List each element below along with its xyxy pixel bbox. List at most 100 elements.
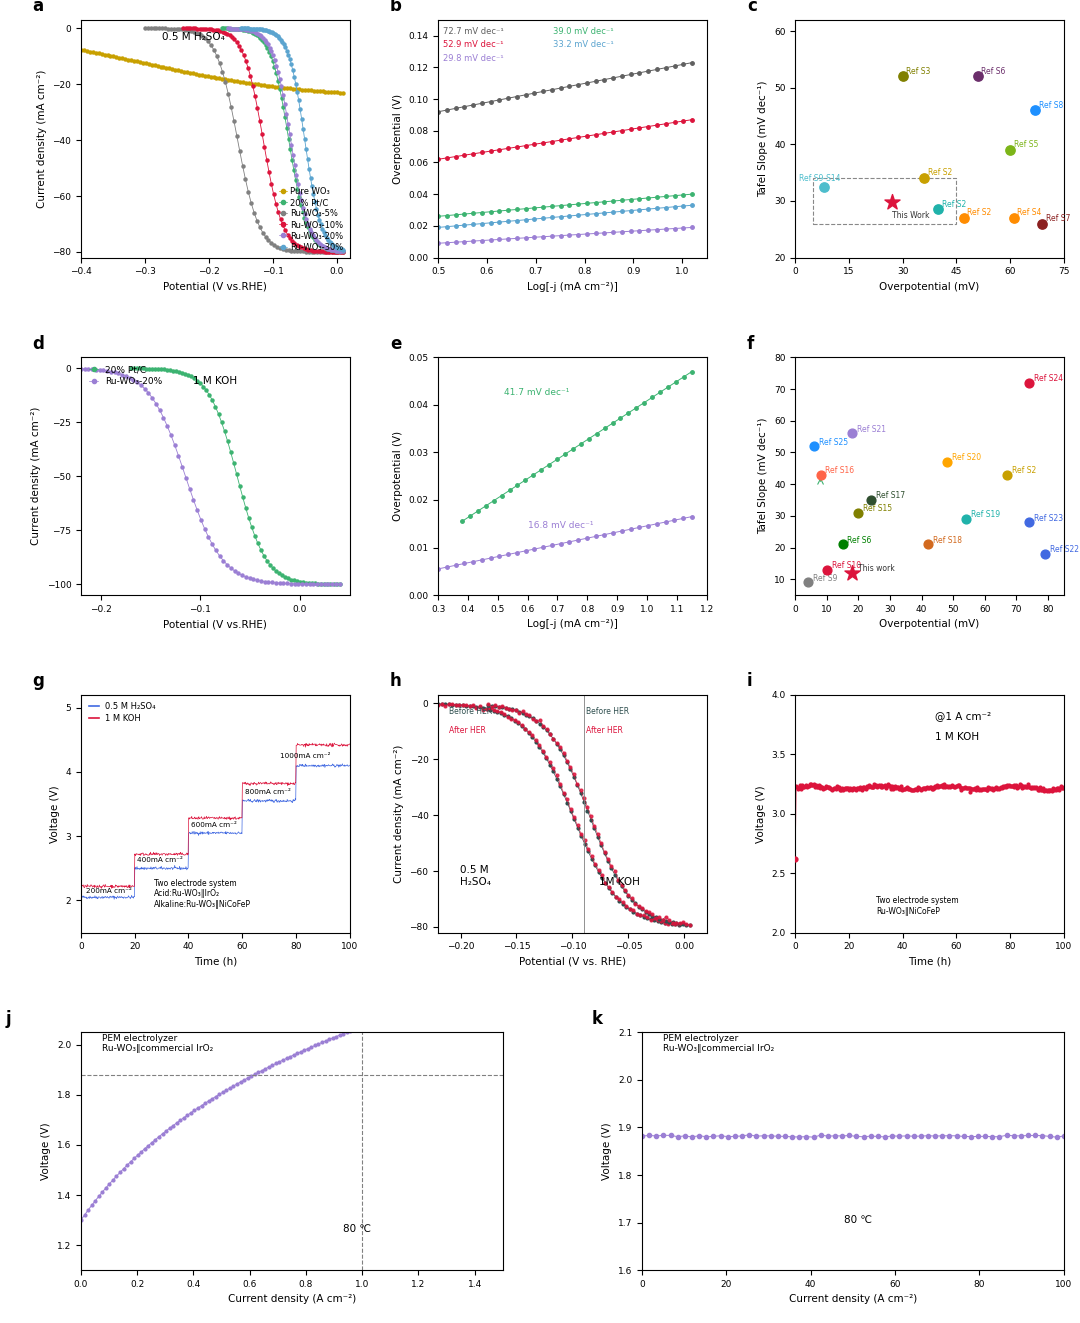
Text: After HER: After HER (585, 726, 623, 734)
Text: b: b (390, 0, 402, 15)
Point (843, 562, 861, 583)
Point (998, 464, 1015, 486)
Text: This work: This work (859, 565, 895, 573)
Text: PEM electrolyzer
Ru-WO₃‖commercial IrO₂: PEM electrolyzer Ru-WO₃‖commercial IrO₂ (103, 1035, 214, 1053)
X-axis label: Log[-j (mA cm⁻²)]: Log[-j (mA cm⁻²)] (527, 282, 618, 292)
Point (969, 66, 986, 87)
X-axis label: Current density (A cm⁻²): Current density (A cm⁻²) (228, 1294, 356, 1304)
Point (786, 848, 804, 869)
Point (1021, 372, 1038, 393)
Y-axis label: Overpotential (V): Overpotential (V) (393, 94, 403, 184)
Text: Ref S9-S14: Ref S9-S14 (799, 175, 840, 183)
Text: Ref S21: Ref S21 (856, 425, 886, 434)
Text: f: f (747, 335, 754, 353)
Text: Ref S2: Ref S2 (942, 200, 967, 209)
Text: g: g (32, 672, 44, 691)
Point (819, 560, 836, 581)
X-axis label: Overpotential (mV): Overpotential (mV) (879, 619, 980, 630)
Point (812, 464, 829, 486)
Text: 1000mA cm⁻²: 1000mA cm⁻² (280, 753, 330, 759)
Legend: 0.5 M H₂SO₄, 1 M KOH: 0.5 M H₂SO₄, 1 M KOH (85, 699, 159, 726)
Point (863, 490, 880, 511)
Text: Ref S20: Ref S20 (951, 454, 981, 462)
Point (930, 198, 947, 220)
Text: j: j (5, 1009, 11, 1028)
Y-axis label: Current density (mA cm⁻²): Current density (mA cm⁻²) (394, 745, 404, 882)
Y-axis label: Voltage (V): Voltage (V) (603, 1122, 612, 1180)
Text: Ref S15: Ref S15 (863, 504, 892, 513)
Text: 200mA cm⁻²: 200mA cm⁻² (86, 888, 132, 894)
Text: Ref S19: Ref S19 (971, 511, 1000, 520)
Legend: 20% Pt/C, Ru-WO₃-20%: 20% Pt/C, Ru-WO₃-20% (85, 363, 166, 390)
Point (799, 572, 816, 593)
Point (883, 192, 901, 213)
X-axis label: Current density (A cm⁻²): Current density (A cm⁻²) (788, 1294, 917, 1304)
X-axis label: Time (h): Time (h) (908, 957, 951, 967)
Text: 1 M KOH: 1 M KOH (193, 376, 238, 386)
Text: 400mA cm⁻²: 400mA cm⁻² (137, 857, 184, 863)
Text: 800mA cm⁻²: 800mA cm⁻² (245, 790, 291, 795)
Y-axis label: Voltage (V): Voltage (V) (50, 785, 60, 843)
X-axis label: Overpotential (mV): Overpotential (mV) (879, 282, 980, 292)
Text: Ref S16: Ref S16 (825, 466, 854, 475)
Point (939, 451, 956, 472)
Text: Ref S7: Ref S7 (1045, 214, 1070, 222)
Text: 41.7 mV dec⁻¹: 41.7 mV dec⁻¹ (503, 389, 569, 397)
Text: Ref S18: Ref S18 (933, 536, 961, 545)
Point (957, 508, 974, 529)
Text: 80 ℃: 80 ℃ (845, 1215, 873, 1225)
Text: Ref S2: Ref S2 (928, 168, 951, 177)
Text: 33.2 mV dec⁻¹: 33.2 mV dec⁻¹ (553, 41, 613, 49)
Text: 0.5 M H₂SO₄: 0.5 M H₂SO₄ (162, 32, 225, 42)
X-axis label: Potential (V vs.RHE): Potential (V vs.RHE) (163, 282, 267, 292)
Text: Ref S2: Ref S2 (1012, 466, 1036, 475)
Text: Ref S23: Ref S23 (1034, 513, 1063, 523)
Text: 16.8 mV dec⁻¹: 16.8 mV dec⁻¹ (528, 521, 593, 531)
Point (916, 168, 933, 189)
Text: i: i (747, 672, 753, 691)
Text: Before HER: Before HER (449, 706, 492, 716)
Text: Ref S10: Ref S10 (832, 561, 861, 570)
Text: Ref S8: Ref S8 (1039, 101, 1063, 110)
Text: h: h (390, 672, 402, 691)
Y-axis label: Tafel Slope (mV dec⁻¹): Tafel Slope (mV dec⁻¹) (758, 81, 769, 197)
Point (894, 66, 912, 87)
X-axis label: Time (h): Time (h) (193, 957, 237, 967)
Text: Ref S2: Ref S2 (967, 208, 991, 217)
Y-axis label: Current density (mA cm⁻²): Current density (mA cm⁻²) (37, 70, 46, 208)
Text: 1 M KOH: 1 M KOH (935, 732, 980, 742)
Text: Ref S9: Ref S9 (812, 574, 837, 583)
Text: Ref S5: Ref S5 (1014, 140, 1038, 149)
Text: 80 ℃: 80 ℃ (342, 1224, 370, 1234)
Y-axis label: Tafel Slope (mV dec⁻¹): Tafel Slope (mV dec⁻¹) (758, 418, 769, 534)
Point (1001, 139, 1018, 160)
Y-axis label: Voltage (V): Voltage (V) (756, 785, 766, 843)
Point (806, 435, 823, 456)
Text: Ref S17: Ref S17 (876, 491, 905, 500)
Text: Ref S22: Ref S22 (1050, 545, 1079, 554)
Point (1005, 208, 1023, 229)
X-axis label: Potential (V vs. RHE): Potential (V vs. RHE) (518, 957, 626, 967)
Text: Ref S24: Ref S24 (1034, 374, 1063, 384)
Point (1036, 544, 1053, 565)
Text: @1 A cm⁻²: @1 A cm⁻² (935, 710, 991, 721)
Text: This Work: This Work (892, 210, 930, 220)
Point (919, 533, 936, 554)
Text: a: a (32, 0, 44, 15)
Text: 72.7 mV dec⁻¹: 72.7 mV dec⁻¹ (443, 26, 503, 36)
Text: Ref S6: Ref S6 (848, 536, 872, 545)
Text: After HER: After HER (449, 726, 486, 734)
Text: e: e (390, 335, 401, 353)
Text: Ref S3: Ref S3 (906, 66, 931, 75)
Text: 52.9 mV dec⁻¹: 52.9 mV dec⁻¹ (443, 41, 503, 49)
Text: c: c (747, 0, 757, 15)
Text: k: k (592, 1009, 603, 1028)
Text: Ref S6: Ref S6 (982, 66, 1005, 75)
Legend: Pure WO₃, 20% Pt/C, Ru-WO₃-5%, Ru-WO₃-10%, Ru-WO₃-20%, Ru-WO₃-30%: Pure WO₃, 20% Pt/C, Ru-WO₃-5%, Ru-WO₃-10… (278, 185, 346, 254)
Y-axis label: Voltage (V): Voltage (V) (41, 1122, 52, 1180)
Text: Two electrode system
Ru-WO₃‖NiCoFeP: Two electrode system Ru-WO₃‖NiCoFeP (876, 896, 958, 916)
Point (1026, 99, 1043, 120)
Text: 29.8 mV dec⁻¹: 29.8 mV dec⁻¹ (443, 54, 503, 64)
Point (834, 533, 851, 554)
Text: 1M KOH: 1M KOH (599, 877, 640, 886)
